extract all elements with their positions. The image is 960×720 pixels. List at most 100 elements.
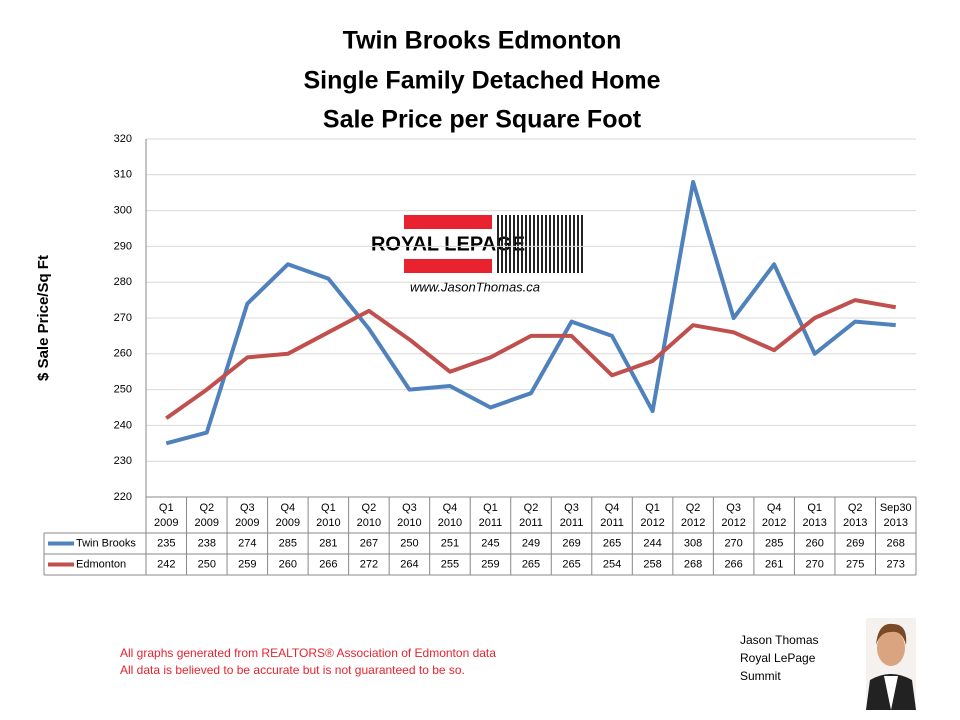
legend-label: Edmonton	[76, 558, 126, 570]
x-tick-label: Q2	[848, 502, 863, 514]
title-line: Sale Price per Square Foot	[323, 106, 642, 134]
x-tick-label: 2010	[438, 517, 462, 529]
agent-photo	[866, 618, 916, 710]
x-tick-label: Q2	[686, 502, 701, 514]
table-value: 267	[360, 537, 378, 549]
table-value: 269	[562, 537, 580, 549]
table-value: 251	[441, 537, 459, 549]
x-tick-label: 2009	[195, 517, 219, 529]
table-value: 249	[522, 537, 540, 549]
y-axis-label: $ Sale Price/Sq Ft	[35, 255, 52, 381]
table-value: 255	[441, 558, 459, 570]
x-tick-label: 2010	[397, 517, 421, 529]
x-tick-label: 2013	[883, 517, 907, 529]
table-value: 261	[765, 558, 783, 570]
table-value: 273	[887, 558, 905, 570]
photo-hair	[876, 623, 907, 645]
x-tick-label: 2009	[276, 517, 300, 529]
photo-face	[877, 630, 905, 666]
stripe	[581, 215, 583, 273]
table-value: 268	[684, 558, 702, 570]
stripe	[517, 215, 519, 273]
logo-bar	[404, 215, 492, 229]
y-tick-label: 270	[114, 312, 132, 324]
y-tick-label: 250	[114, 384, 132, 396]
x-tick-label: Q3	[726, 502, 741, 514]
y-tick-label: 310	[114, 169, 132, 181]
table-value: 265	[603, 537, 621, 549]
x-tick-label: Q4	[605, 502, 620, 514]
table-value: 272	[360, 558, 378, 570]
stripe	[497, 215, 499, 273]
table-value: 270	[806, 558, 824, 570]
series-line	[165, 179, 896, 446]
x-tick-label: Q1	[807, 502, 822, 514]
stripe	[573, 215, 575, 273]
table-value: 259	[238, 558, 256, 570]
table-value: 285	[765, 537, 783, 549]
stripe	[509, 215, 511, 273]
table-value: 258	[643, 558, 661, 570]
table-value: 274	[238, 537, 256, 549]
stripe	[577, 215, 579, 273]
photo-shirt	[884, 676, 898, 710]
table-value: 266	[319, 558, 337, 570]
stripe	[561, 215, 563, 273]
x-tick-label: Q2	[199, 502, 214, 514]
x-tick-label: Q3	[402, 502, 417, 514]
table-value: 265	[562, 558, 580, 570]
table-value: 268	[887, 537, 905, 549]
x-tick-label: Q4	[280, 502, 295, 514]
table-value: 285	[279, 537, 297, 549]
table-value: 270	[724, 537, 742, 549]
y-tick-label: 230	[114, 455, 132, 467]
table-value: 244	[643, 537, 661, 549]
table-value: 265	[522, 558, 540, 570]
stripe	[549, 215, 551, 273]
x-tick-label: 2011	[519, 517, 543, 529]
x-tick-label: 2013	[843, 517, 867, 529]
x-tick-label: Q1	[159, 502, 174, 514]
legend-label: Twin Brooks	[76, 537, 136, 549]
stripe	[553, 215, 555, 273]
table-value: 238	[198, 537, 216, 549]
stripe	[505, 215, 507, 273]
x-tick-label: 2012	[681, 517, 705, 529]
x-tick-label: Q4	[443, 502, 458, 514]
x-tick-label: Q1	[645, 502, 660, 514]
x-tick-label: 2011	[479, 517, 503, 529]
stripe	[569, 215, 571, 273]
y-tick-label: 220	[114, 491, 132, 503]
x-tick-label: 2010	[357, 517, 381, 529]
stripe	[545, 215, 547, 273]
table-value: 260	[806, 537, 824, 549]
stripe	[521, 215, 523, 273]
table-value: 308	[684, 537, 702, 549]
x-tick-label: 2009	[235, 517, 259, 529]
table-value: 269	[846, 537, 864, 549]
x-tick-label: 2009	[154, 517, 178, 529]
stripe	[533, 215, 535, 273]
x-tick-label: Q4	[767, 502, 782, 514]
table-value: 235	[157, 537, 175, 549]
x-tick-label: Q1	[321, 502, 336, 514]
y-tick-label: 300	[114, 205, 132, 217]
y-tick-label: 320	[114, 133, 132, 145]
stripe	[501, 215, 503, 273]
stripe	[537, 215, 539, 273]
stripe	[557, 215, 559, 273]
x-tick-label: 2010	[316, 517, 340, 529]
title-line: Twin Brooks Edmonton	[343, 27, 622, 55]
stripe	[541, 215, 543, 273]
y-tick-label: 290	[114, 240, 132, 252]
x-tick-label: Q2	[362, 502, 377, 514]
table-value: 250	[400, 537, 418, 549]
logo-brand: ROYAL LEPAGE	[371, 233, 525, 255]
y-tick-label: 280	[114, 276, 132, 288]
x-tick-label: 2012	[762, 517, 786, 529]
table-value: 245	[481, 537, 499, 549]
logo-url: www.JasonThomas.ca	[410, 279, 540, 294]
note: All graphs generated from REALTORS® Asso…	[120, 646, 496, 660]
table-value: 264	[400, 558, 418, 570]
stripe	[529, 215, 531, 273]
